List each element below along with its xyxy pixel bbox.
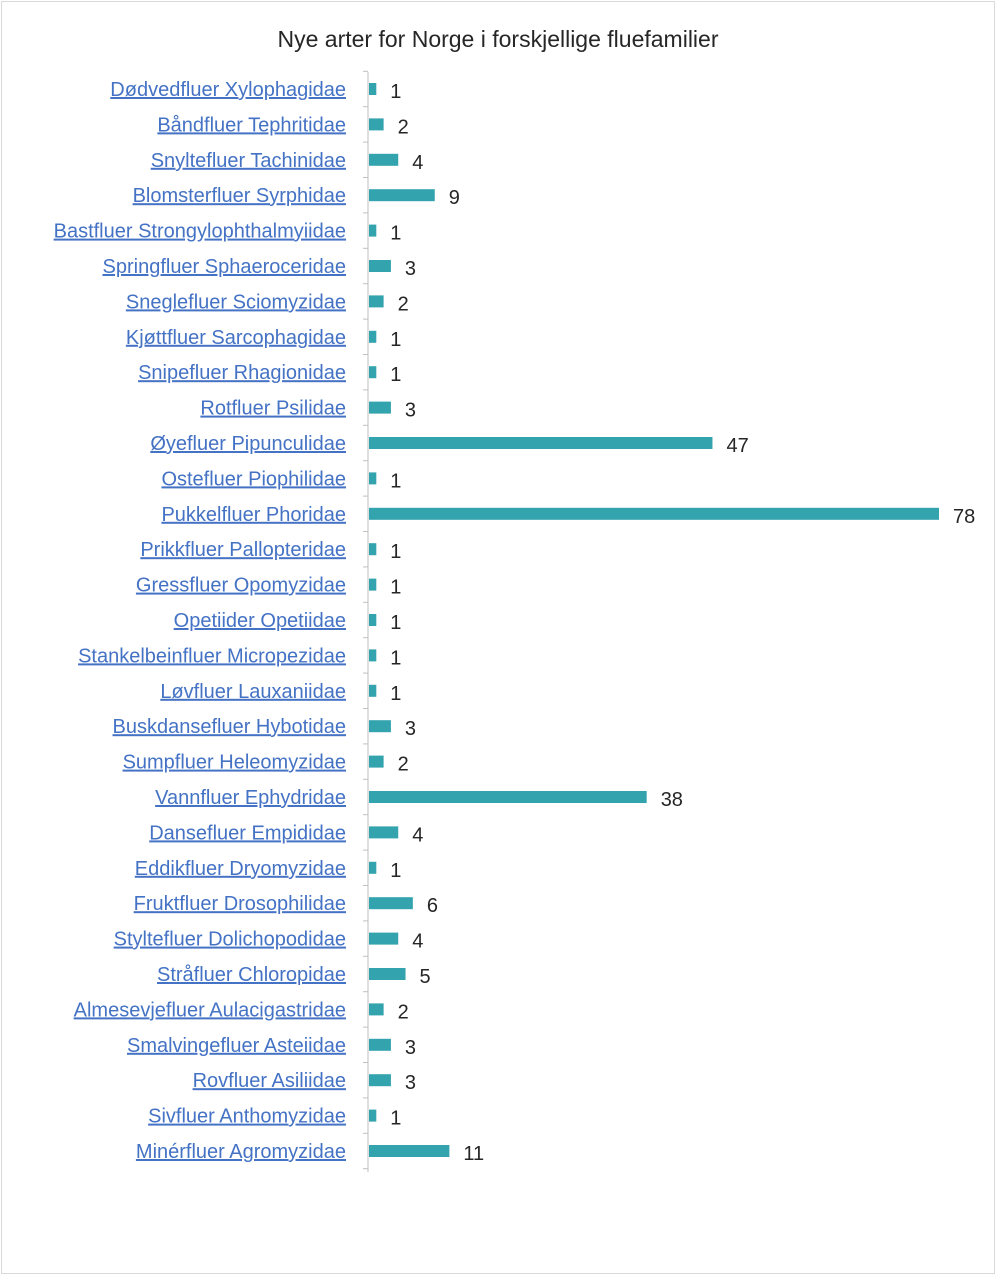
data-label: 1 [390,860,401,882]
bar [369,401,391,414]
data-label: 5 [420,966,431,988]
bar [369,755,384,768]
data-label: 2 [398,1001,409,1023]
chart-title: Nye arter for Norge i forskjellige fluef… [278,26,719,52]
bar [369,189,435,202]
data-label: 38 [661,789,683,811]
bar [369,543,377,556]
data-label: 2 [398,293,409,315]
data-label: 4 [412,931,423,953]
data-label: 1 [390,647,401,669]
bar [369,295,384,308]
data-label: 1 [390,223,401,245]
category-label[interactable]: Almesevjefluer Aulacigastridae [74,999,346,1021]
data-label: 4 [412,824,423,846]
category-label[interactable]: Pukkelfluer Phoridae [161,504,346,526]
data-label: 1 [390,541,401,563]
data-label: 3 [405,1037,416,1059]
category-label[interactable]: Fruktfluer Drosophilidae [134,893,346,915]
data-label: 11 [463,1143,484,1165]
data-label: 78 [953,506,975,528]
category-label[interactable]: Sivfluer Anthomyzidae [148,1106,346,1128]
category-label[interactable]: Smalvingefluer Asteiidae [127,1035,346,1057]
category-label[interactable]: Buskdansefluer Hybotidae [113,716,346,738]
category-label[interactable]: Snipefluer Rhagionidae [138,362,346,384]
bar [369,507,939,520]
bar [369,472,377,485]
category-label[interactable]: Rovfluer Asiliidae [193,1070,346,1092]
category-label[interactable]: Sumpfluer Heleomyzidae [123,752,346,774]
bar [369,330,377,343]
category-label[interactable]: Eddikfluer Dryomyzidae [135,858,346,880]
bar [369,968,406,980]
category-label[interactable]: Springfluer Sphaeroceridae [103,256,347,278]
data-label: 1 [390,612,401,634]
data-label: 1 [390,577,401,599]
data-label: 1 [390,81,401,103]
data-label: 1 [390,683,401,705]
data-label: 1 [390,329,401,351]
bar [369,1074,391,1087]
bar [369,720,391,733]
data-label: 2 [398,754,409,776]
bar [369,224,377,237]
data-label: 1 [390,1108,401,1130]
bar [369,826,399,839]
category-label[interactable]: Bastfluer Strongylophthalmyiidae [54,221,346,243]
bar [369,1003,384,1016]
data-label: 1 [390,364,401,386]
data-label: 3 [405,1072,416,1094]
category-label[interactable]: Prikkfluer Pallopteridae [140,539,346,561]
category-label[interactable]: Kjøttfluer Sarcophagidae [126,327,346,349]
bar [369,1109,377,1122]
category-label[interactable]: Snyltefluer Tachinidae [151,150,346,172]
data-label: 3 [405,400,416,422]
data-label: 2 [398,116,409,138]
category-label[interactable]: Stankelbeinfluer Micropezidae [78,645,346,667]
category-label[interactable]: Sneglefluer Sciomyzidae [126,291,346,313]
bar [369,614,377,626]
data-label: 4 [412,152,423,174]
category-label[interactable]: Blomsterfluer Syrphidae [133,185,346,207]
bar [369,791,647,803]
bar [369,437,713,449]
bar [369,684,377,697]
data-label: 47 [726,435,748,457]
category-label[interactable]: Styltefluer Dolichopodidae [114,929,346,951]
category-label[interactable]: Dansefluer Empididae [149,822,346,844]
bar [369,366,377,379]
data-label: 9 [449,187,460,209]
bar [369,1145,450,1157]
category-label[interactable]: Båndfluer Tephritidae [157,114,346,136]
bar [369,897,413,910]
category-label[interactable]: Dødvedfluer Xylophagidae [110,79,346,101]
category-label[interactable]: Vannfluer Ephydridae [155,787,346,809]
bar [369,649,377,662]
bar [369,861,377,874]
data-label: 1 [390,470,401,492]
category-label[interactable]: Øyefluer Pipunculidae [150,433,346,455]
category-label[interactable]: Løvfluer Lauxaniidae [160,681,346,703]
data-label: 6 [427,895,438,917]
bar [369,153,399,166]
bar [369,260,391,272]
bar [369,932,399,945]
bar [369,83,377,95]
data-label: 3 [405,718,416,740]
category-label[interactable]: Rotfluer Psilidae [200,398,346,420]
bar [369,1038,391,1051]
category-label[interactable]: Stråfluer Chloropidae [157,964,346,986]
data-label: 3 [405,258,416,280]
bar [369,118,384,131]
category-label[interactable]: Minérfluer Agromyzidae [136,1141,346,1163]
bar [369,578,377,591]
category-label[interactable]: Ostefluer Piophilidae [161,468,346,490]
bars-group: Dødvedfluer Xylophagidae 1 Båndfluer Tephr… [54,70,975,1170]
category-label[interactable]: Gressfluer Opomyzidae [136,575,346,597]
category-label[interactable]: Opetiider Opetiidae [174,610,346,632]
